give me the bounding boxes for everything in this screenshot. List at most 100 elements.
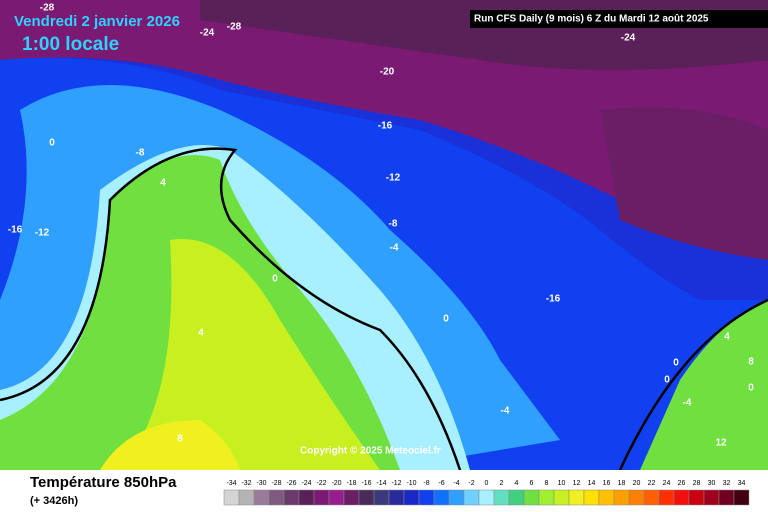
contour-label: 12 [715,438,727,449]
legend-swatch [433,489,450,506]
legend-swatch [703,489,720,506]
legend-swatch [418,489,435,506]
contour-label: -24 [621,33,636,44]
legend-tick-label: 16 [603,480,611,487]
legend-tick-label: -4 [453,480,459,487]
legend-tick-label: 18 [618,480,626,487]
legend-tick-label: -16 [361,480,371,487]
contour-label: -12 [386,173,401,184]
legend-swatch [358,489,375,506]
legend-swatch [298,489,315,506]
legend-tick-label: -30 [256,480,266,487]
legend-swatch [283,489,300,506]
legend-tick-label: -22 [316,480,326,487]
run-info: Run CFS Daily (9 mois) 6 Z du Mardi 12 a… [474,14,709,25]
legend-tick-label: 4 [515,480,519,487]
legend-swatch [538,489,555,506]
legend-swatch [523,489,540,506]
legend-swatch [568,489,585,506]
contour-label: 4 [724,332,730,343]
run-box [470,10,768,28]
contour-label: -4 [390,243,399,254]
legend-tick-label: 28 [693,480,701,487]
copyright: Copyright © 2025 Meteociel.fr [300,446,441,457]
legend-tick-label: -6 [438,480,444,487]
legend-tick-label: -10 [406,480,416,487]
contour-label: -16 [378,121,393,132]
contour-label: 0 [49,138,55,149]
map-date: Vendredi 2 janvier 2026 [14,13,180,30]
contour-label: -8 [389,219,398,230]
legend-swatch [658,489,675,506]
legend-tick-label: 34 [738,480,746,487]
legend-swatch [223,489,240,506]
warmer-region [100,420,240,470]
contour-label: 0 [748,383,754,394]
legend-swatch [373,489,390,506]
legend-tick-label: 6 [530,480,534,487]
legend-swatch [448,489,465,506]
contour-label: -4 [501,406,510,417]
contour-label: -4 [683,398,692,409]
legend-tick-label: -14 [376,480,386,487]
contour-label: -28 [40,3,55,14]
contour-label: 8 [748,357,754,368]
legend-tick-label: 32 [723,480,731,487]
legend-tick-label: 0 [485,480,489,487]
legend-swatch [268,489,285,506]
legend-swatch [643,489,660,506]
legend-tick-label: -32 [241,480,251,487]
legend-tick-label: 24 [663,480,671,487]
legend-tick-label: -8 [423,480,429,487]
legend-title: Température 850hPa [30,474,177,491]
contour-label: -16 [546,294,561,305]
contour-label: 4 [160,178,166,189]
legend-swatch [688,489,705,506]
mild-region-east [640,300,768,470]
legend-tick-label: 12 [573,480,581,487]
legend-swatch [508,489,525,506]
legend-swatch [493,489,510,506]
legend-tick-label: 10 [558,480,566,487]
legend-swatch [403,489,420,506]
zero-isotherm-east [618,298,768,471]
legend-tick-label: 26 [678,480,686,487]
cold-region-east [600,107,768,260]
legend-swatch [673,489,690,506]
warm-region [120,239,380,470]
legend-swatch [388,489,405,506]
contour-label: -8 [136,148,145,159]
contour-label: 0 [443,314,449,325]
legend-tick-label: -20 [331,480,341,487]
legend-tick-label: 20 [633,480,641,487]
legend-lead: (+ 3426h) [30,495,78,507]
contour-label: 0 [664,375,670,386]
legend-tick-label: -28 [271,480,281,487]
contour-label: 8 [177,434,183,445]
contour-label: -12 [35,228,50,239]
contour-label: -28 [227,22,242,33]
legend-tick-label: 22 [648,480,656,487]
legend-swatch [583,489,600,506]
legend-tick-label: 30 [708,480,716,487]
legend-tick-label: -34 [226,480,236,487]
legend-tick-label: -2 [468,480,474,487]
legend-swatch [718,489,735,506]
legend-tick-label: -18 [346,480,356,487]
legend-swatch [238,489,255,506]
legend-swatch [478,489,495,506]
legend-tick-label: -12 [391,480,401,487]
legend-swatch [463,489,480,506]
contour-label: -24 [200,28,215,39]
map-time: 1:00 locale [22,34,119,55]
legend-swatch [343,489,360,506]
legend-tick-label: 8 [545,480,549,487]
legend-tick-label: -26 [286,480,296,487]
legend-swatch [613,489,630,506]
legend-swatch [553,489,570,506]
legend-swatch [328,489,345,506]
legend-swatch [253,489,270,506]
legend-swatch [733,489,750,506]
contour-label: -20 [380,67,395,78]
